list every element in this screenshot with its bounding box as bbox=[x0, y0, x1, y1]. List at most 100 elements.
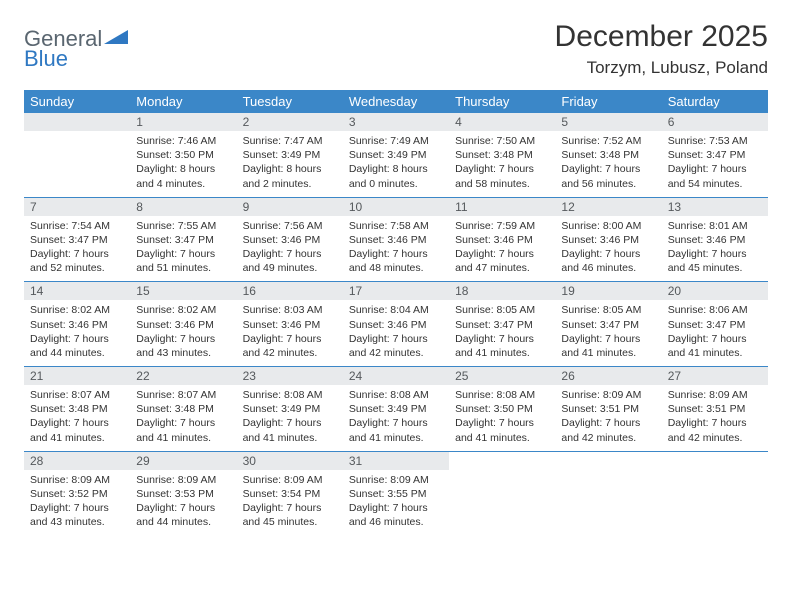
day-content: Sunrise: 8:09 AMSunset: 3:51 PMDaylight:… bbox=[555, 385, 661, 451]
day-content: Sunrise: 7:59 AMSunset: 3:46 PMDaylight:… bbox=[449, 216, 555, 282]
calendar-cell: 28Sunrise: 8:09 AMSunset: 3:52 PMDayligh… bbox=[24, 451, 130, 535]
day-number: 3 bbox=[343, 113, 449, 131]
calendar-row: 7Sunrise: 7:54 AMSunset: 3:47 PMDaylight… bbox=[24, 197, 768, 282]
weekday-header: Wednesday bbox=[343, 90, 449, 113]
calendar-cell: 1Sunrise: 7:46 AMSunset: 3:50 PMDaylight… bbox=[130, 113, 236, 197]
calendar-cell: 18Sunrise: 8:05 AMSunset: 3:47 PMDayligh… bbox=[449, 282, 555, 367]
day-number: 1 bbox=[130, 113, 236, 131]
logo-blue-wrap: Blue bbox=[24, 46, 68, 72]
day-content: Sunrise: 8:09 AMSunset: 3:51 PMDaylight:… bbox=[662, 385, 768, 451]
calendar-row: 14Sunrise: 8:02 AMSunset: 3:46 PMDayligh… bbox=[24, 282, 768, 367]
calendar-cell: 9Sunrise: 7:56 AMSunset: 3:46 PMDaylight… bbox=[237, 197, 343, 282]
calendar-cell: 27Sunrise: 8:09 AMSunset: 3:51 PMDayligh… bbox=[662, 367, 768, 452]
day-number: 2 bbox=[237, 113, 343, 131]
calendar-cell: 15Sunrise: 8:02 AMSunset: 3:46 PMDayligh… bbox=[130, 282, 236, 367]
day-number: 5 bbox=[555, 113, 661, 131]
day-number: 20 bbox=[662, 282, 768, 300]
calendar-cell: 22Sunrise: 8:07 AMSunset: 3:48 PMDayligh… bbox=[130, 367, 236, 452]
day-number: 24 bbox=[343, 367, 449, 385]
day-content: Sunrise: 8:00 AMSunset: 3:46 PMDaylight:… bbox=[555, 216, 661, 282]
day-content: Sunrise: 7:50 AMSunset: 3:48 PMDaylight:… bbox=[449, 131, 555, 197]
weekday-header: Saturday bbox=[662, 90, 768, 113]
calendar-cell: 23Sunrise: 8:08 AMSunset: 3:49 PMDayligh… bbox=[237, 367, 343, 452]
day-content: Sunrise: 8:07 AMSunset: 3:48 PMDaylight:… bbox=[130, 385, 236, 451]
logo-text-blue: Blue bbox=[24, 46, 68, 71]
day-content: Sunrise: 8:08 AMSunset: 3:49 PMDaylight:… bbox=[237, 385, 343, 451]
calendar-cell: 12Sunrise: 8:00 AMSunset: 3:46 PMDayligh… bbox=[555, 197, 661, 282]
day-number: 23 bbox=[237, 367, 343, 385]
calendar-cell: 6Sunrise: 7:53 AMSunset: 3:47 PMDaylight… bbox=[662, 113, 768, 197]
day-number: 9 bbox=[237, 198, 343, 216]
weekday-row: SundayMondayTuesdayWednesdayThursdayFrid… bbox=[24, 90, 768, 113]
calendar-cell: 21Sunrise: 8:07 AMSunset: 3:48 PMDayligh… bbox=[24, 367, 130, 452]
day-content: Sunrise: 8:06 AMSunset: 3:47 PMDaylight:… bbox=[662, 300, 768, 366]
day-content: Sunrise: 8:08 AMSunset: 3:50 PMDaylight:… bbox=[449, 385, 555, 451]
day-content: Sunrise: 8:05 AMSunset: 3:47 PMDaylight:… bbox=[555, 300, 661, 366]
day-number: 29 bbox=[130, 452, 236, 470]
day-number: 27 bbox=[662, 367, 768, 385]
calendar-cell: 19Sunrise: 8:05 AMSunset: 3:47 PMDayligh… bbox=[555, 282, 661, 367]
location: Torzym, Lubusz, Poland bbox=[555, 58, 768, 78]
calendar-head: SundayMondayTuesdayWednesdayThursdayFrid… bbox=[24, 90, 768, 113]
day-number: 14 bbox=[24, 282, 130, 300]
calendar-cell: 8Sunrise: 7:55 AMSunset: 3:47 PMDaylight… bbox=[130, 197, 236, 282]
day-number: 31 bbox=[343, 452, 449, 470]
day-content: Sunrise: 7:46 AMSunset: 3:50 PMDaylight:… bbox=[130, 131, 236, 197]
day-content: Sunrise: 7:55 AMSunset: 3:47 PMDaylight:… bbox=[130, 216, 236, 282]
day-number: 12 bbox=[555, 198, 661, 216]
day-number: 11 bbox=[449, 198, 555, 216]
calendar-cell: 29Sunrise: 8:09 AMSunset: 3:53 PMDayligh… bbox=[130, 451, 236, 535]
day-content: Sunrise: 7:58 AMSunset: 3:46 PMDaylight:… bbox=[343, 216, 449, 282]
calendar-cell: 10Sunrise: 7:58 AMSunset: 3:46 PMDayligh… bbox=[343, 197, 449, 282]
day-number: 8 bbox=[130, 198, 236, 216]
day-content: Sunrise: 7:54 AMSunset: 3:47 PMDaylight:… bbox=[24, 216, 130, 282]
calendar-body: 1Sunrise: 7:46 AMSunset: 3:50 PMDaylight… bbox=[24, 113, 768, 535]
day-number: 21 bbox=[24, 367, 130, 385]
calendar-cell bbox=[24, 113, 130, 197]
day-number: 26 bbox=[555, 367, 661, 385]
day-number: 16 bbox=[237, 282, 343, 300]
day-number: 15 bbox=[130, 282, 236, 300]
day-content: Sunrise: 8:07 AMSunset: 3:48 PMDaylight:… bbox=[24, 385, 130, 451]
day-content: Sunrise: 8:05 AMSunset: 3:47 PMDaylight:… bbox=[449, 300, 555, 366]
header: General December 2025 Torzym, Lubusz, Po… bbox=[24, 20, 768, 78]
day-content: Sunrise: 8:01 AMSunset: 3:46 PMDaylight:… bbox=[662, 216, 768, 282]
calendar-table: SundayMondayTuesdayWednesdayThursdayFrid… bbox=[24, 90, 768, 535]
calendar-cell: 11Sunrise: 7:59 AMSunset: 3:46 PMDayligh… bbox=[449, 197, 555, 282]
weekday-header: Monday bbox=[130, 90, 236, 113]
day-content: Sunrise: 7:52 AMSunset: 3:48 PMDaylight:… bbox=[555, 131, 661, 197]
month-title: December 2025 bbox=[555, 20, 768, 54]
calendar-cell: 13Sunrise: 8:01 AMSunset: 3:46 PMDayligh… bbox=[662, 197, 768, 282]
day-content: Sunrise: 8:02 AMSunset: 3:46 PMDaylight:… bbox=[130, 300, 236, 366]
day-number: 30 bbox=[237, 452, 343, 470]
day-content: Sunrise: 8:03 AMSunset: 3:46 PMDaylight:… bbox=[237, 300, 343, 366]
calendar-cell: 2Sunrise: 7:47 AMSunset: 3:49 PMDaylight… bbox=[237, 113, 343, 197]
day-content: Sunrise: 8:09 AMSunset: 3:52 PMDaylight:… bbox=[24, 470, 130, 536]
day-number: 18 bbox=[449, 282, 555, 300]
day-number: 25 bbox=[449, 367, 555, 385]
weekday-header: Sunday bbox=[24, 90, 130, 113]
day-number: 4 bbox=[449, 113, 555, 131]
day-number-empty bbox=[24, 113, 130, 131]
day-content: Sunrise: 8:09 AMSunset: 3:54 PMDaylight:… bbox=[237, 470, 343, 536]
logo-triangle-icon bbox=[104, 28, 128, 51]
weekday-header: Thursday bbox=[449, 90, 555, 113]
day-number: 22 bbox=[130, 367, 236, 385]
day-number: 6 bbox=[662, 113, 768, 131]
calendar-cell: 14Sunrise: 8:02 AMSunset: 3:46 PMDayligh… bbox=[24, 282, 130, 367]
calendar-row: 1Sunrise: 7:46 AMSunset: 3:50 PMDaylight… bbox=[24, 113, 768, 197]
calendar-cell: 25Sunrise: 8:08 AMSunset: 3:50 PMDayligh… bbox=[449, 367, 555, 452]
calendar-cell: 26Sunrise: 8:09 AMSunset: 3:51 PMDayligh… bbox=[555, 367, 661, 452]
calendar-cell: 31Sunrise: 8:09 AMSunset: 3:55 PMDayligh… bbox=[343, 451, 449, 535]
calendar-cell bbox=[662, 451, 768, 535]
calendar-cell: 7Sunrise: 7:54 AMSunset: 3:47 PMDaylight… bbox=[24, 197, 130, 282]
calendar-cell: 5Sunrise: 7:52 AMSunset: 3:48 PMDaylight… bbox=[555, 113, 661, 197]
day-content: Sunrise: 8:08 AMSunset: 3:49 PMDaylight:… bbox=[343, 385, 449, 451]
day-number: 17 bbox=[343, 282, 449, 300]
weekday-header: Tuesday bbox=[237, 90, 343, 113]
calendar-cell: 30Sunrise: 8:09 AMSunset: 3:54 PMDayligh… bbox=[237, 451, 343, 535]
weekday-header: Friday bbox=[555, 90, 661, 113]
day-number: 10 bbox=[343, 198, 449, 216]
day-content: Sunrise: 8:09 AMSunset: 3:55 PMDaylight:… bbox=[343, 470, 449, 536]
day-content: Sunrise: 7:56 AMSunset: 3:46 PMDaylight:… bbox=[237, 216, 343, 282]
